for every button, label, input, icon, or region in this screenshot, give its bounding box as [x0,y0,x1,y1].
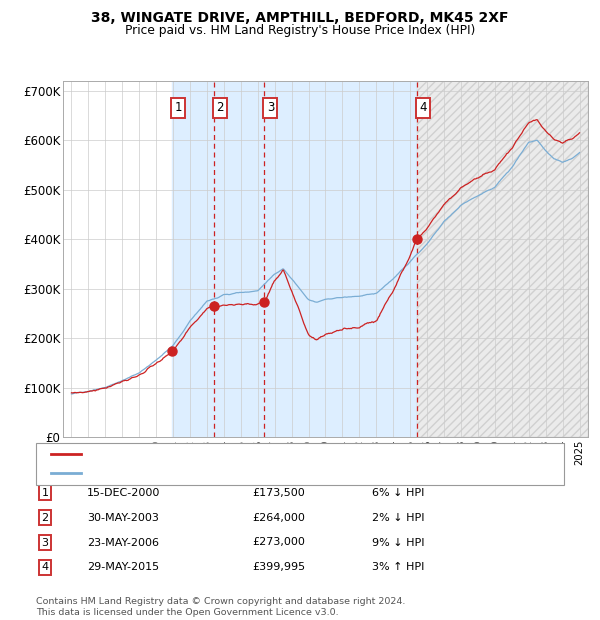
Text: £264,000: £264,000 [252,513,305,523]
Text: 23-MAY-2006: 23-MAY-2006 [87,538,159,547]
Text: 38, WINGATE DRIVE, AMPTHILL, BEDFORD, MK45 2XF: 38, WINGATE DRIVE, AMPTHILL, BEDFORD, MK… [91,11,509,25]
Text: 9% ↓ HPI: 9% ↓ HPI [372,538,425,547]
Text: 38, WINGATE DRIVE, AMPTHILL, BEDFORD, MK45 2XF (detached house): 38, WINGATE DRIVE, AMPTHILL, BEDFORD, MK… [85,450,457,459]
Text: 1: 1 [175,101,182,114]
Text: 2: 2 [41,513,49,523]
Text: 3: 3 [267,101,274,114]
Text: 15-DEC-2000: 15-DEC-2000 [87,488,160,498]
Text: HPI: Average price, detached house, Central Bedfordshire: HPI: Average price, detached house, Cent… [85,468,386,478]
Text: 3: 3 [41,538,49,547]
Text: £399,995: £399,995 [252,562,305,572]
Text: This data is licensed under the Open Government Licence v3.0.: This data is licensed under the Open Gov… [36,608,338,617]
Text: £173,500: £173,500 [252,488,305,498]
Text: Contains HM Land Registry data © Crown copyright and database right 2024.: Contains HM Land Registry data © Crown c… [36,597,406,606]
Text: Price paid vs. HM Land Registry's House Price Index (HPI): Price paid vs. HM Land Registry's House … [125,24,475,37]
Bar [417,81,588,437]
Bar [214,81,265,437]
Text: 3% ↑ HPI: 3% ↑ HPI [372,562,424,572]
Text: £273,000: £273,000 [252,538,305,547]
Text: 2: 2 [216,101,223,114]
Bar [265,81,417,437]
Text: 29-MAY-2015: 29-MAY-2015 [87,562,159,572]
Text: 30-MAY-2003: 30-MAY-2003 [87,513,159,523]
Text: 2% ↓ HPI: 2% ↓ HPI [372,513,425,523]
Bar [172,81,214,437]
Text: 1: 1 [41,488,49,498]
Text: 4: 4 [41,562,49,572]
Text: 4: 4 [419,101,427,114]
Text: 6% ↓ HPI: 6% ↓ HPI [372,488,424,498]
